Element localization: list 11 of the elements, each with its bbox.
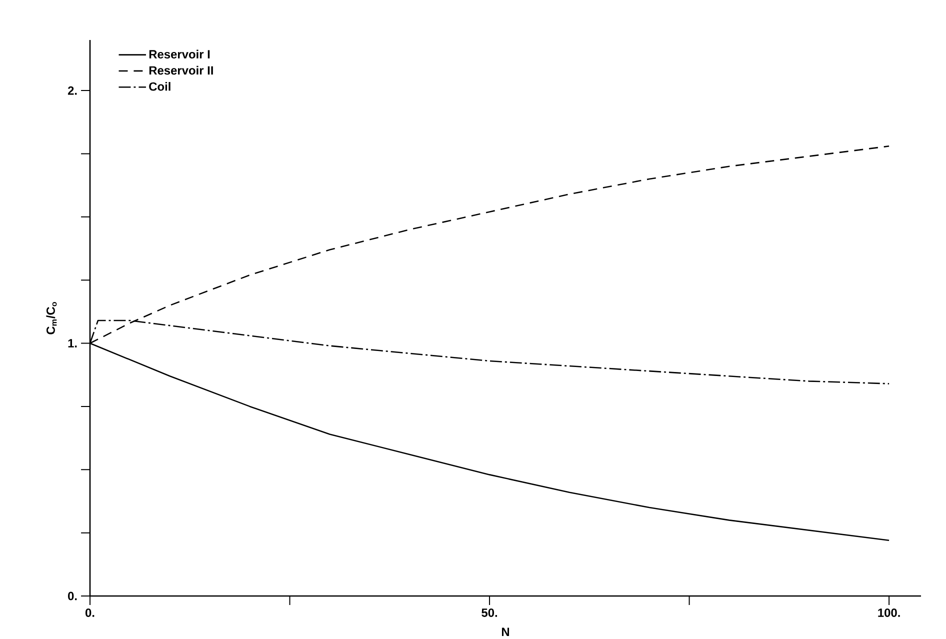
x-tick-label: 0. xyxy=(85,608,94,617)
legend-label: Reservoir I xyxy=(149,50,210,59)
x-tick-label: 100. xyxy=(878,608,900,617)
y-axis-title: C$_{m}$/C$_{o}$ xyxy=(46,302,57,334)
y-tick-label: 1. xyxy=(68,339,77,348)
legend-label: Coil xyxy=(149,82,170,91)
legend-label: Reservoir II xyxy=(149,66,213,75)
y-tick-label: 2. xyxy=(68,86,77,95)
x-tick-label: 50. xyxy=(482,608,498,617)
y-tick-label: 0. xyxy=(68,592,77,600)
x-axis-title: N xyxy=(502,628,510,636)
